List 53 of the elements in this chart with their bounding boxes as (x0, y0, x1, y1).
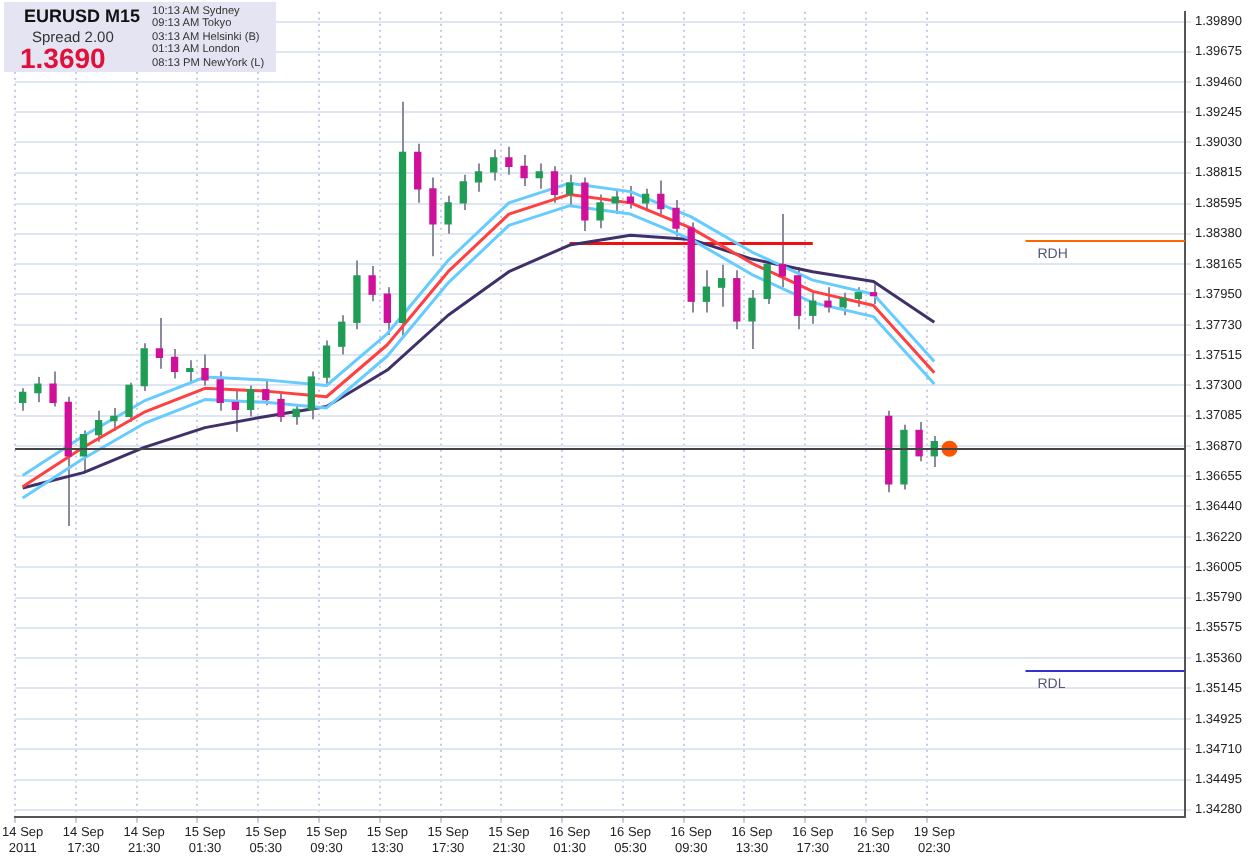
candlestick (368, 265, 376, 303)
candlestick (170, 347, 179, 380)
candlestick (793, 266, 802, 331)
candlestick (520, 154, 528, 188)
candlestick (657, 179, 665, 216)
candlestick (155, 317, 164, 370)
chart-title: EURUSD M15 (24, 6, 141, 26)
candlestick (429, 176, 437, 258)
candlestick (292, 404, 300, 426)
candlestick (672, 199, 680, 238)
candlestick (733, 269, 741, 331)
candlestick (717, 263, 726, 308)
candlestick (125, 381, 133, 424)
candlestick (535, 162, 543, 190)
annotation: 1.3690 (20, 42, 106, 74)
candlestick (414, 142, 422, 204)
candlestick (869, 283, 878, 306)
candlestick (459, 173, 467, 211)
candlestick (216, 370, 224, 412)
candlestick (490, 148, 498, 182)
candlestick (140, 342, 148, 393)
candlestick (702, 269, 711, 314)
candlestick (474, 162, 483, 193)
candlestick (186, 359, 194, 384)
candlestick (246, 384, 255, 418)
candlestick (262, 378, 270, 407)
candlestick (19, 387, 27, 412)
candlestick (778, 213, 787, 289)
candlestick (596, 193, 604, 230)
candlestick (49, 370, 57, 408)
candlestick (626, 185, 635, 210)
candlestick (307, 370, 316, 421)
candlestick (353, 259, 361, 331)
candlestick (824, 286, 832, 314)
candlestick (505, 145, 513, 176)
candlestick (322, 339, 331, 387)
candlestick (277, 392, 285, 424)
candlestick (338, 314, 346, 356)
candlestick (34, 376, 42, 404)
candlestick (854, 286, 862, 308)
candlestick (94, 409, 103, 443)
candlestick (444, 194, 452, 235)
candlestick (581, 176, 589, 232)
candlestick (809, 291, 817, 325)
candlestick (231, 390, 240, 433)
candlestick (915, 421, 923, 463)
candlestick (565, 173, 574, 207)
candlestick (611, 187, 619, 216)
candlestick (550, 165, 559, 204)
candlestick (383, 286, 391, 336)
candlestick (839, 291, 847, 317)
candlestick (201, 353, 209, 387)
candlestick (748, 288, 756, 350)
